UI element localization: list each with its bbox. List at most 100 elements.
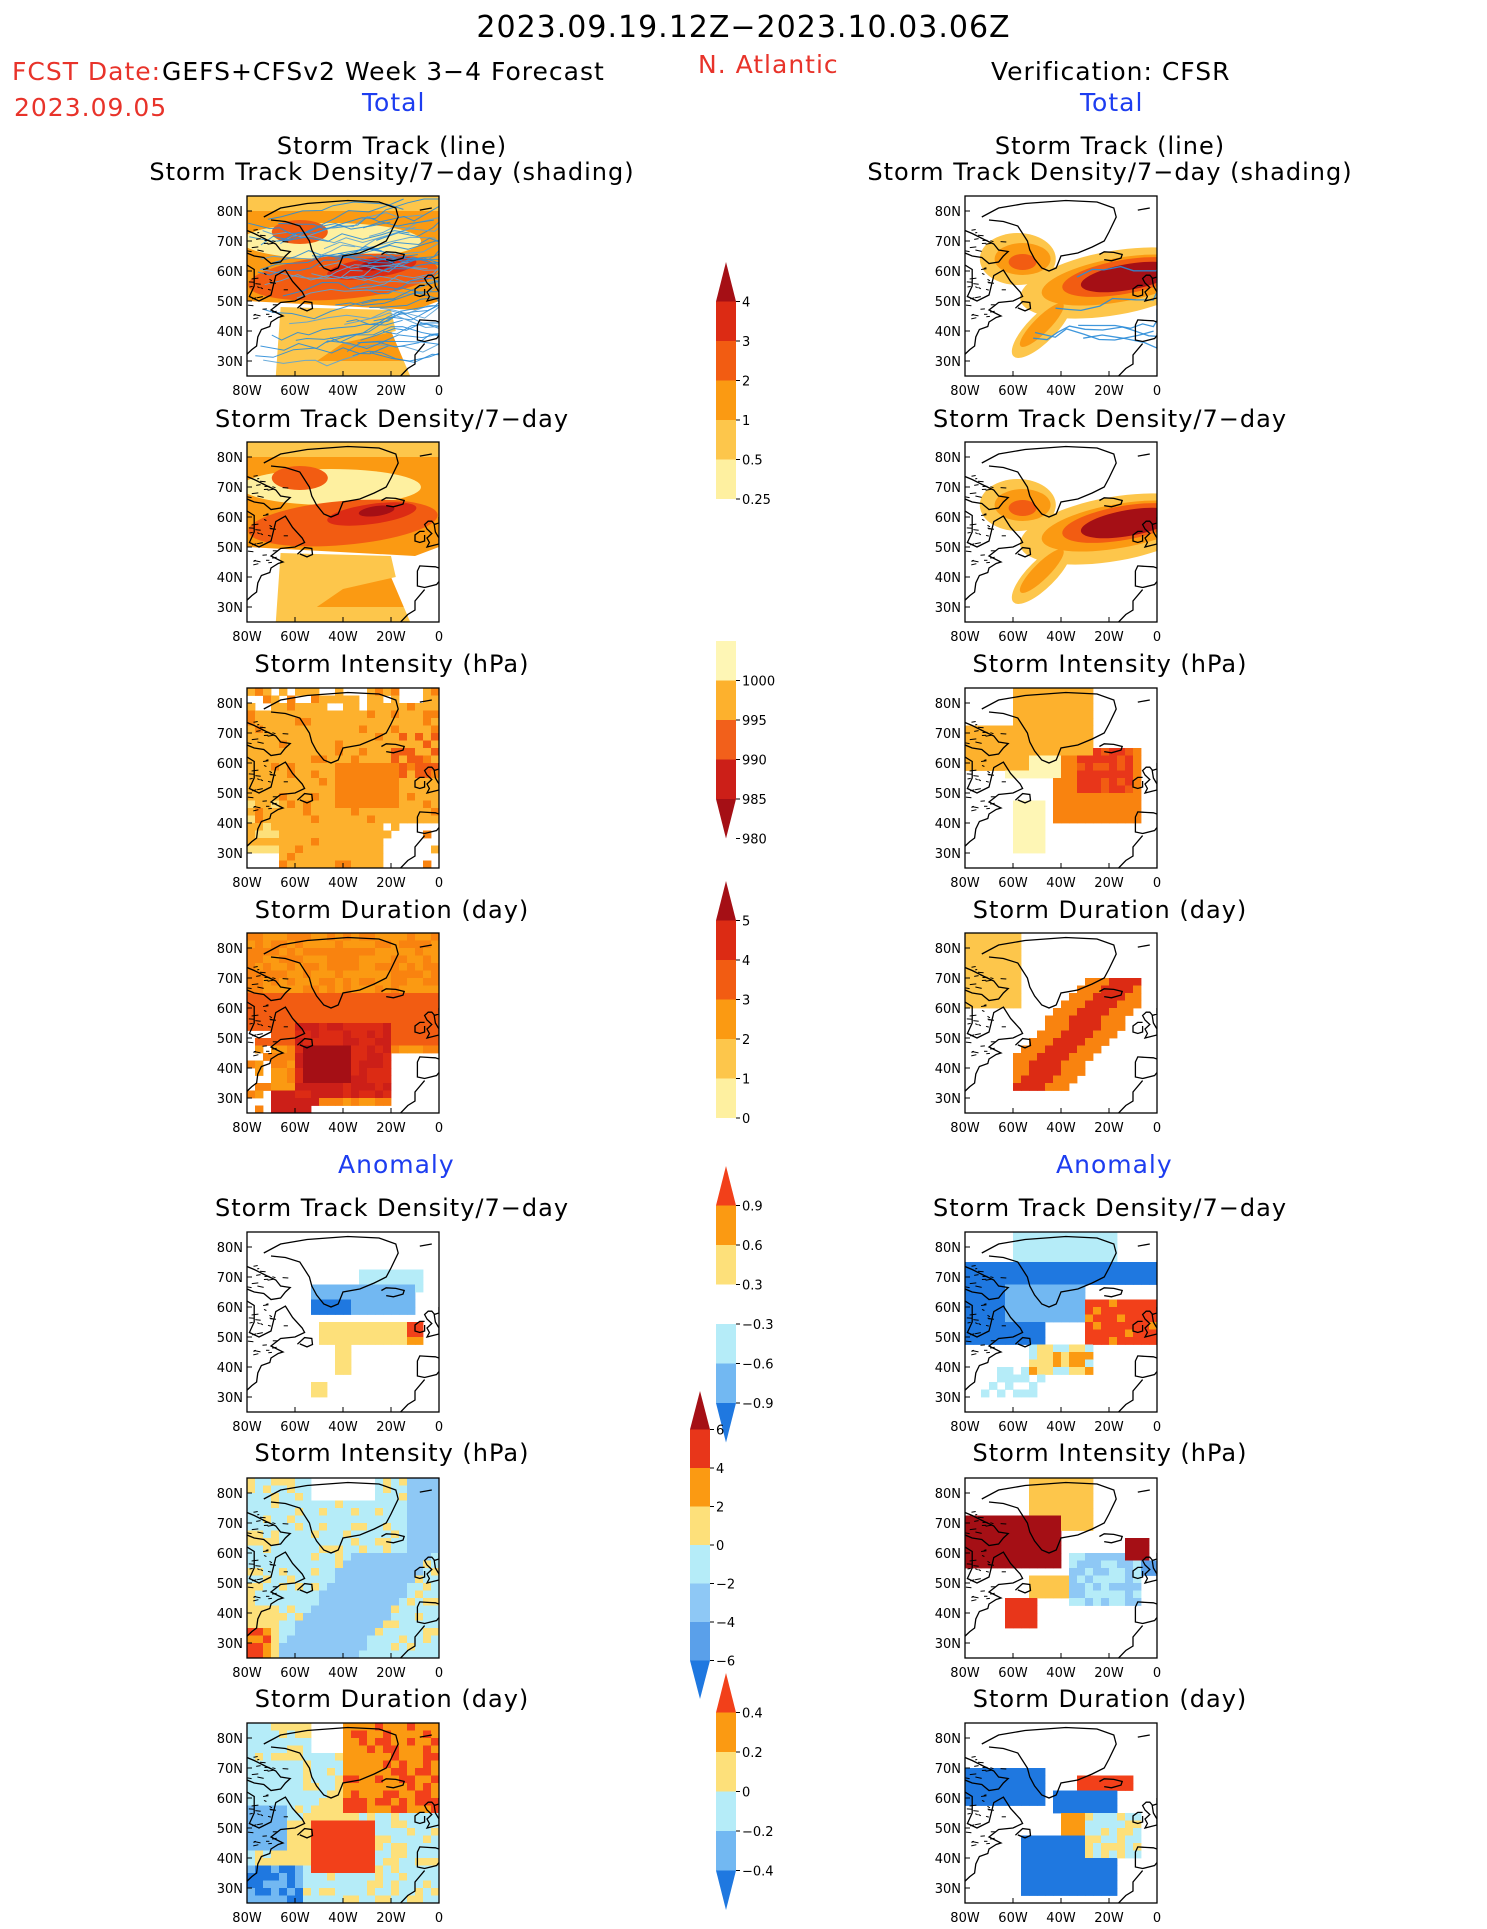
grid-cell — [311, 1806, 319, 1814]
grid-cell — [1061, 816, 1069, 824]
grid-cell — [311, 1516, 319, 1524]
grid-cell — [351, 1337, 359, 1345]
grid-cell — [311, 1761, 319, 1769]
grid-cell — [263, 1888, 271, 1896]
grid-cell — [973, 1277, 981, 1285]
grid-cell — [981, 1390, 989, 1398]
grid-cell — [1125, 756, 1133, 764]
grid-cell — [311, 1523, 319, 1531]
grid-cell — [1061, 786, 1069, 794]
grid-cell — [415, 993, 423, 1001]
grid-cell — [965, 748, 973, 756]
panel-title-track-shading-left: Storm Track Density/7−day (shading) — [112, 158, 672, 186]
grid-cell — [1061, 1576, 1069, 1584]
grid-cell — [327, 1598, 335, 1606]
grid-cell — [359, 1746, 367, 1754]
lon-tick-label: 40W — [1046, 1911, 1076, 1926]
grid-cell — [1077, 771, 1085, 779]
grid-cell — [973, 933, 981, 941]
grid-cell — [303, 808, 311, 816]
grid-cell — [981, 978, 989, 986]
grid-cell — [311, 823, 319, 831]
grid-cell — [343, 1501, 351, 1509]
grid-cell — [359, 1098, 367, 1106]
grid-cell — [287, 1576, 295, 1584]
grid-cell — [997, 1538, 1005, 1546]
grid-cell — [271, 1068, 279, 1076]
grid-cell — [367, 1091, 375, 1099]
grid-cell — [263, 1896, 271, 1904]
grid-cell — [359, 1583, 367, 1591]
grid-cell — [431, 1738, 439, 1746]
grid-cell — [359, 1277, 367, 1285]
grid-cell — [1021, 1068, 1029, 1076]
grid-cell — [383, 1866, 391, 1874]
grid-cell — [407, 1285, 415, 1293]
grid-cell — [383, 1568, 391, 1576]
grid-cell — [271, 1643, 279, 1651]
grid-cell — [391, 1322, 399, 1330]
grid-cell — [1077, 696, 1085, 704]
lon-tick-label: 80W — [232, 1911, 262, 1926]
grid-cell — [1013, 726, 1021, 734]
grid-cell — [431, 1531, 439, 1539]
grid-cell — [431, 1753, 439, 1761]
grid-cell — [367, 1791, 375, 1799]
grid-cell — [327, 808, 335, 816]
grid-cell — [383, 1858, 391, 1866]
grid-cell — [1077, 1262, 1085, 1270]
grid-cell — [1053, 733, 1061, 741]
coast-detail — [988, 1565, 994, 1566]
grid-cell — [423, 1873, 431, 1881]
grid-cell — [359, 1516, 367, 1524]
grid-cell — [327, 1322, 335, 1330]
lat-tick-label: 80N — [935, 697, 961, 712]
lat-tick-label: 30N — [935, 1391, 961, 1406]
grid-cell — [351, 861, 359, 869]
grid-cell — [415, 1828, 423, 1836]
grid-cell — [981, 1776, 989, 1784]
grid-cell — [415, 1798, 423, 1806]
grid-cell — [375, 1508, 383, 1516]
grid-cell — [1109, 1851, 1117, 1859]
grid-cell — [287, 1738, 295, 1746]
grid-cell — [351, 763, 359, 771]
grid-cell — [1085, 1493, 1093, 1501]
grid-cell — [383, 1061, 391, 1069]
grid-cell — [391, 1031, 399, 1039]
grid-cell — [973, 1798, 981, 1806]
grid-cell — [1085, 1367, 1093, 1375]
coast-detail — [981, 761, 986, 762]
grid-cell — [1109, 1330, 1117, 1338]
grid-cell — [319, 846, 327, 854]
grid-cell — [431, 1001, 439, 1009]
grid-cell — [1021, 1300, 1029, 1308]
coast-detail — [250, 1813, 253, 1814]
grid-cell — [1085, 993, 1093, 1001]
grid-cell — [367, 1068, 375, 1076]
grid-cell — [1093, 1583, 1101, 1591]
grid-cell — [383, 1621, 391, 1629]
grid-cell — [1069, 1486, 1077, 1494]
grid-cell — [1037, 1836, 1045, 1844]
grid-cell — [319, 1821, 327, 1829]
grid-cell — [1061, 1583, 1069, 1591]
colorbar-segment — [716, 420, 736, 460]
colorbar-label: 985 — [742, 793, 767, 808]
grid-cell — [1149, 1300, 1157, 1308]
grid-cell — [1093, 1598, 1101, 1606]
grid-cell — [1093, 1262, 1101, 1270]
grid-cell — [303, 948, 311, 956]
grid-cell — [981, 1300, 989, 1308]
grid-cell — [407, 1330, 415, 1338]
grid-cell — [1045, 1516, 1053, 1524]
grid-cell — [989, 1546, 997, 1554]
grid-cell — [1013, 703, 1021, 711]
grid-cell — [1061, 1873, 1069, 1881]
grid-cell — [1021, 1053, 1029, 1061]
grid-cell — [1069, 688, 1077, 696]
grid-cell — [399, 1881, 407, 1889]
grid-cell — [1093, 986, 1101, 994]
grid-cell — [287, 933, 295, 941]
grid-cell — [997, 1783, 1005, 1791]
